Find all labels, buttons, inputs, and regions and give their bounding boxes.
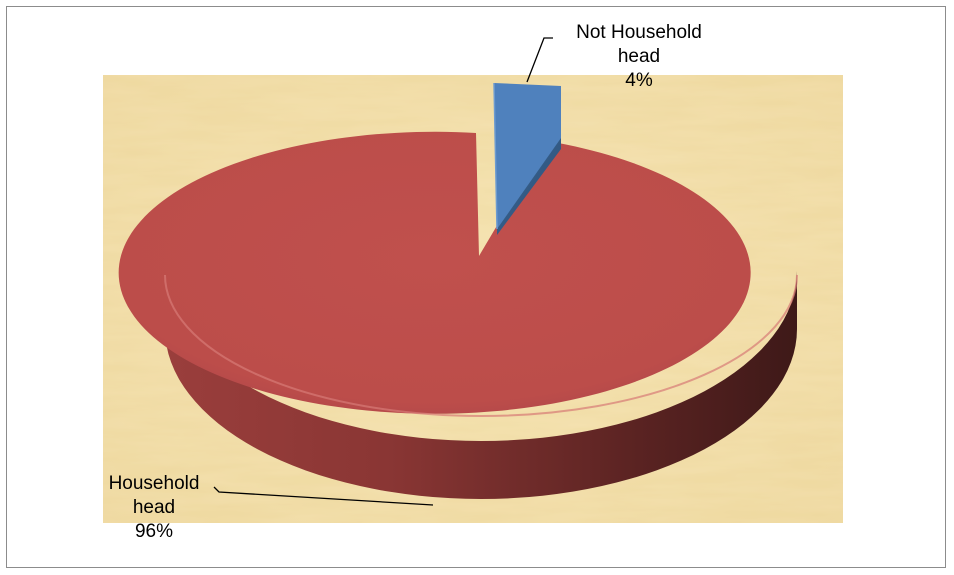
label-not-household-line2: head bbox=[617, 46, 661, 67]
slice-household-head-side bbox=[165, 271, 797, 499]
label-not-household-percent: 4% bbox=[625, 70, 653, 91]
label-household-line2: head bbox=[132, 497, 176, 518]
slice-household-rim bbox=[164, 274, 798, 417]
chart-frame: Not Household head 4% Household head 96% bbox=[6, 6, 946, 568]
pie-chart bbox=[118, 37, 798, 506]
slice-household-head bbox=[118, 131, 751, 414]
slice-not-household-head-edge bbox=[493, 82, 498, 230]
leader-line-not-household bbox=[526, 37, 553, 83]
label-not-household-line1: Not Household bbox=[576, 22, 702, 43]
data-label-household-head: Household head 96% bbox=[89, 472, 219, 544]
slice-not-household-head bbox=[494, 83, 561, 229]
label-household-percent: 96% bbox=[134, 521, 174, 542]
leader-line-household bbox=[213, 486, 434, 506]
data-label-not-household-head: Not Household head 4% bbox=[551, 21, 727, 93]
label-household-line1: Household bbox=[108, 473, 200, 494]
